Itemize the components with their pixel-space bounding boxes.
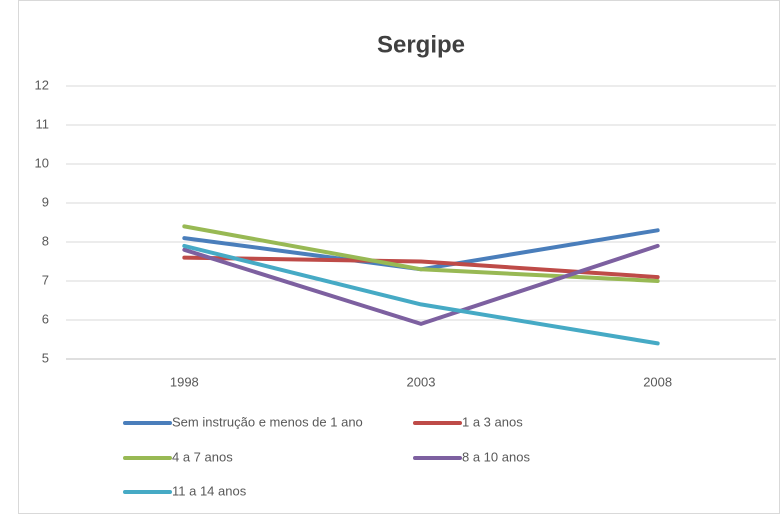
y-tick-label: 5 [42, 350, 49, 365]
y-tick-label: 11 [36, 116, 50, 131]
series-line [182, 224, 660, 283]
y-tick-label: 12 [35, 77, 49, 92]
legend-label: 11 a 14 anos [172, 483, 247, 498]
legend-label: Sem instrução e menos de 1 ano [172, 414, 363, 429]
y-tick-label: 7 [42, 272, 49, 287]
x-tick-label: 1998 [170, 374, 199, 389]
x-tick-label: 2008 [643, 374, 672, 389]
legend-label: 1 a 3 anos [462, 414, 523, 429]
legend-label: 8 a 10 anos [462, 449, 530, 464]
series-line [182, 243, 660, 346]
series-line [182, 243, 660, 326]
y-tick-label: 10 [35, 155, 49, 170]
y-tick-label: 8 [42, 233, 49, 248]
y-tick-label: 6 [42, 311, 49, 326]
legend-label: 4 a 7 anos [172, 449, 233, 464]
chart-border [18, 0, 780, 514]
y-tick-label: 9 [42, 194, 49, 209]
x-tick-label: 2003 [407, 374, 436, 389]
chart-title: Sergipe [377, 31, 465, 58]
